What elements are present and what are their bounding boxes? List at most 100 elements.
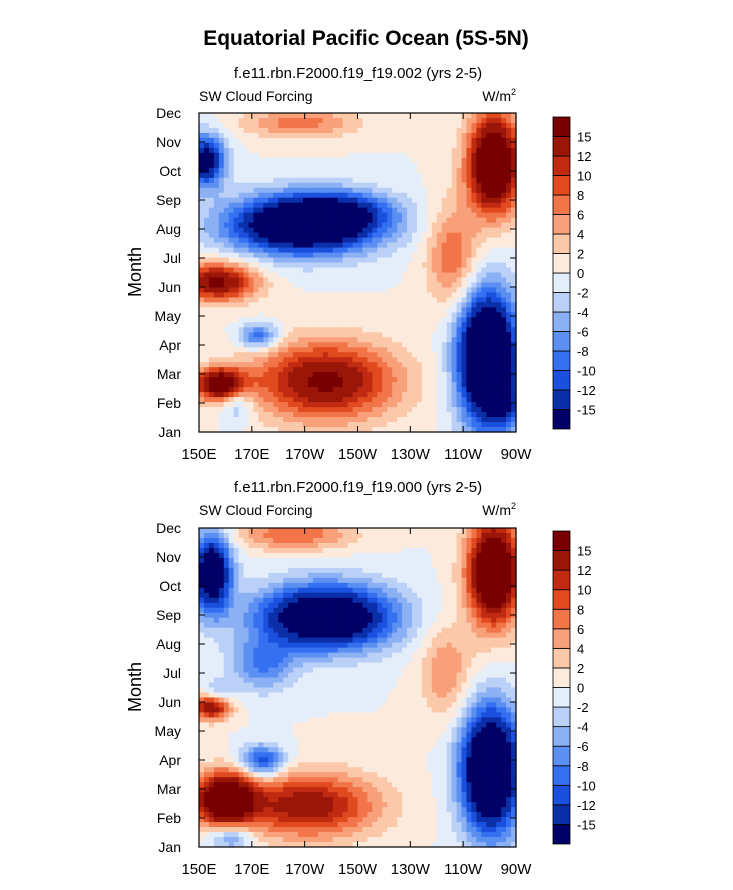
heatmap-cell [218, 292, 225, 299]
heatmap-cell [218, 267, 225, 274]
heatmap-cell [451, 402, 458, 408]
heatmap-cell [243, 167, 250, 174]
heatmap-cell [258, 162, 264, 169]
heatmap-cell [367, 337, 373, 343]
heatmap-cell [426, 322, 433, 328]
heatmap-cell [367, 237, 373, 244]
heatmap-cell [228, 532, 235, 539]
heatmap-cell [288, 532, 294, 539]
heatmap-cell [298, 528, 304, 534]
heatmap-cell [501, 332, 507, 338]
heatmap-cell [223, 262, 230, 269]
heatmap-cell [501, 417, 507, 423]
heatmap-cell [243, 282, 250, 289]
heatmap-cell [416, 167, 423, 174]
heatmap-cell [253, 362, 260, 368]
heatmap-cell [337, 377, 344, 383]
heatmap-cell [312, 587, 319, 594]
heatmap-cell [506, 547, 512, 554]
heatmap-cell [481, 322, 487, 328]
heatmap-cell [352, 382, 359, 388]
heatmap-cell [268, 367, 274, 373]
heatmap-cell [199, 197, 205, 204]
heatmap-cell [421, 287, 428, 294]
heatmap-cell [298, 113, 304, 119]
heatmap-cell [387, 122, 393, 129]
heatmap-cell [332, 528, 339, 534]
heatmap-cell [263, 167, 269, 174]
heatmap-cell [312, 232, 319, 239]
heatmap-cell [253, 252, 260, 259]
heatmap-cell [382, 237, 388, 244]
heatmap-cell [481, 242, 487, 249]
heatmap-cell [278, 237, 284, 244]
heatmap-cell [352, 417, 359, 423]
heatmap-cell [491, 162, 497, 169]
heatmap-cell [263, 402, 269, 408]
heatmap-cell [436, 302, 443, 308]
heatmap-cell [312, 367, 319, 373]
heatmap-cell [283, 547, 289, 554]
colorbar-swatch [552, 292, 571, 313]
heatmap-cell [203, 272, 210, 279]
heatmap-cell [456, 362, 463, 368]
heatmap-cell [347, 242, 354, 249]
heatmap-cell [362, 542, 368, 549]
heatmap-cell [233, 122, 240, 129]
heatmap-cell [203, 567, 210, 574]
heatmap-cell [248, 237, 255, 244]
heatmap-cell [436, 562, 443, 569]
heatmap-cell [407, 572, 413, 579]
heatmap-cell [263, 377, 269, 383]
heatmap-cell [248, 113, 255, 119]
heatmap-cell [312, 252, 319, 259]
heatmap-cell [317, 297, 324, 303]
heatmap-cell [357, 297, 364, 303]
heatmap-cell [486, 357, 492, 363]
heatmap-cell [248, 117, 255, 124]
heatmap-cell [203, 252, 210, 259]
heatmap-cell [283, 587, 289, 594]
heatmap-cell [362, 332, 368, 338]
heatmap-cell [372, 127, 378, 134]
heatmap-cell [407, 307, 413, 313]
heatmap-cell [317, 557, 324, 564]
heatmap-cell [496, 177, 502, 184]
heatmap-cell [203, 332, 210, 338]
heatmap-cell [327, 192, 334, 199]
heatmap-cell [263, 212, 269, 219]
heatmap-cell [486, 572, 492, 579]
heatmap-cell [466, 242, 473, 249]
colorbar-label: -12 [577, 383, 596, 398]
heatmap-cell [233, 287, 240, 294]
heatmap-cell [199, 362, 205, 368]
heatmap-cell [402, 282, 408, 289]
heatmap-cell [253, 237, 260, 244]
heatmap-cell [218, 322, 225, 328]
heatmap-cell [218, 422, 225, 428]
heatmap-cell [342, 377, 349, 383]
heatmap-cell [218, 552, 225, 559]
heatmap-cell [392, 337, 398, 343]
heatmap-cell [208, 292, 215, 299]
heatmap-cell [253, 397, 260, 403]
heatmap-cell [298, 272, 304, 279]
heatmap-cell [352, 292, 359, 299]
heatmap-cell [218, 377, 225, 383]
heatmap-cell [213, 562, 220, 569]
heatmap-cell [253, 127, 260, 134]
heatmap-cell [283, 302, 289, 308]
heatmap-cell [377, 528, 383, 534]
heatmap-cell [342, 202, 349, 209]
heatmap-cell [199, 577, 205, 584]
heatmap-cell [228, 222, 235, 229]
panel-top-subtitle: f.e11.rbn.F2000.f19_f19.002 (yrs 2-5) [234, 65, 482, 82]
heatmap-cell [199, 387, 205, 393]
heatmap-cell [253, 407, 260, 413]
heatmap-cell [213, 267, 220, 274]
heatmap-cell [476, 322, 482, 328]
heatmap-cell [416, 117, 423, 124]
heatmap-cell [283, 222, 289, 229]
heatmap-cell [337, 307, 344, 313]
heatmap-cell [496, 267, 502, 274]
